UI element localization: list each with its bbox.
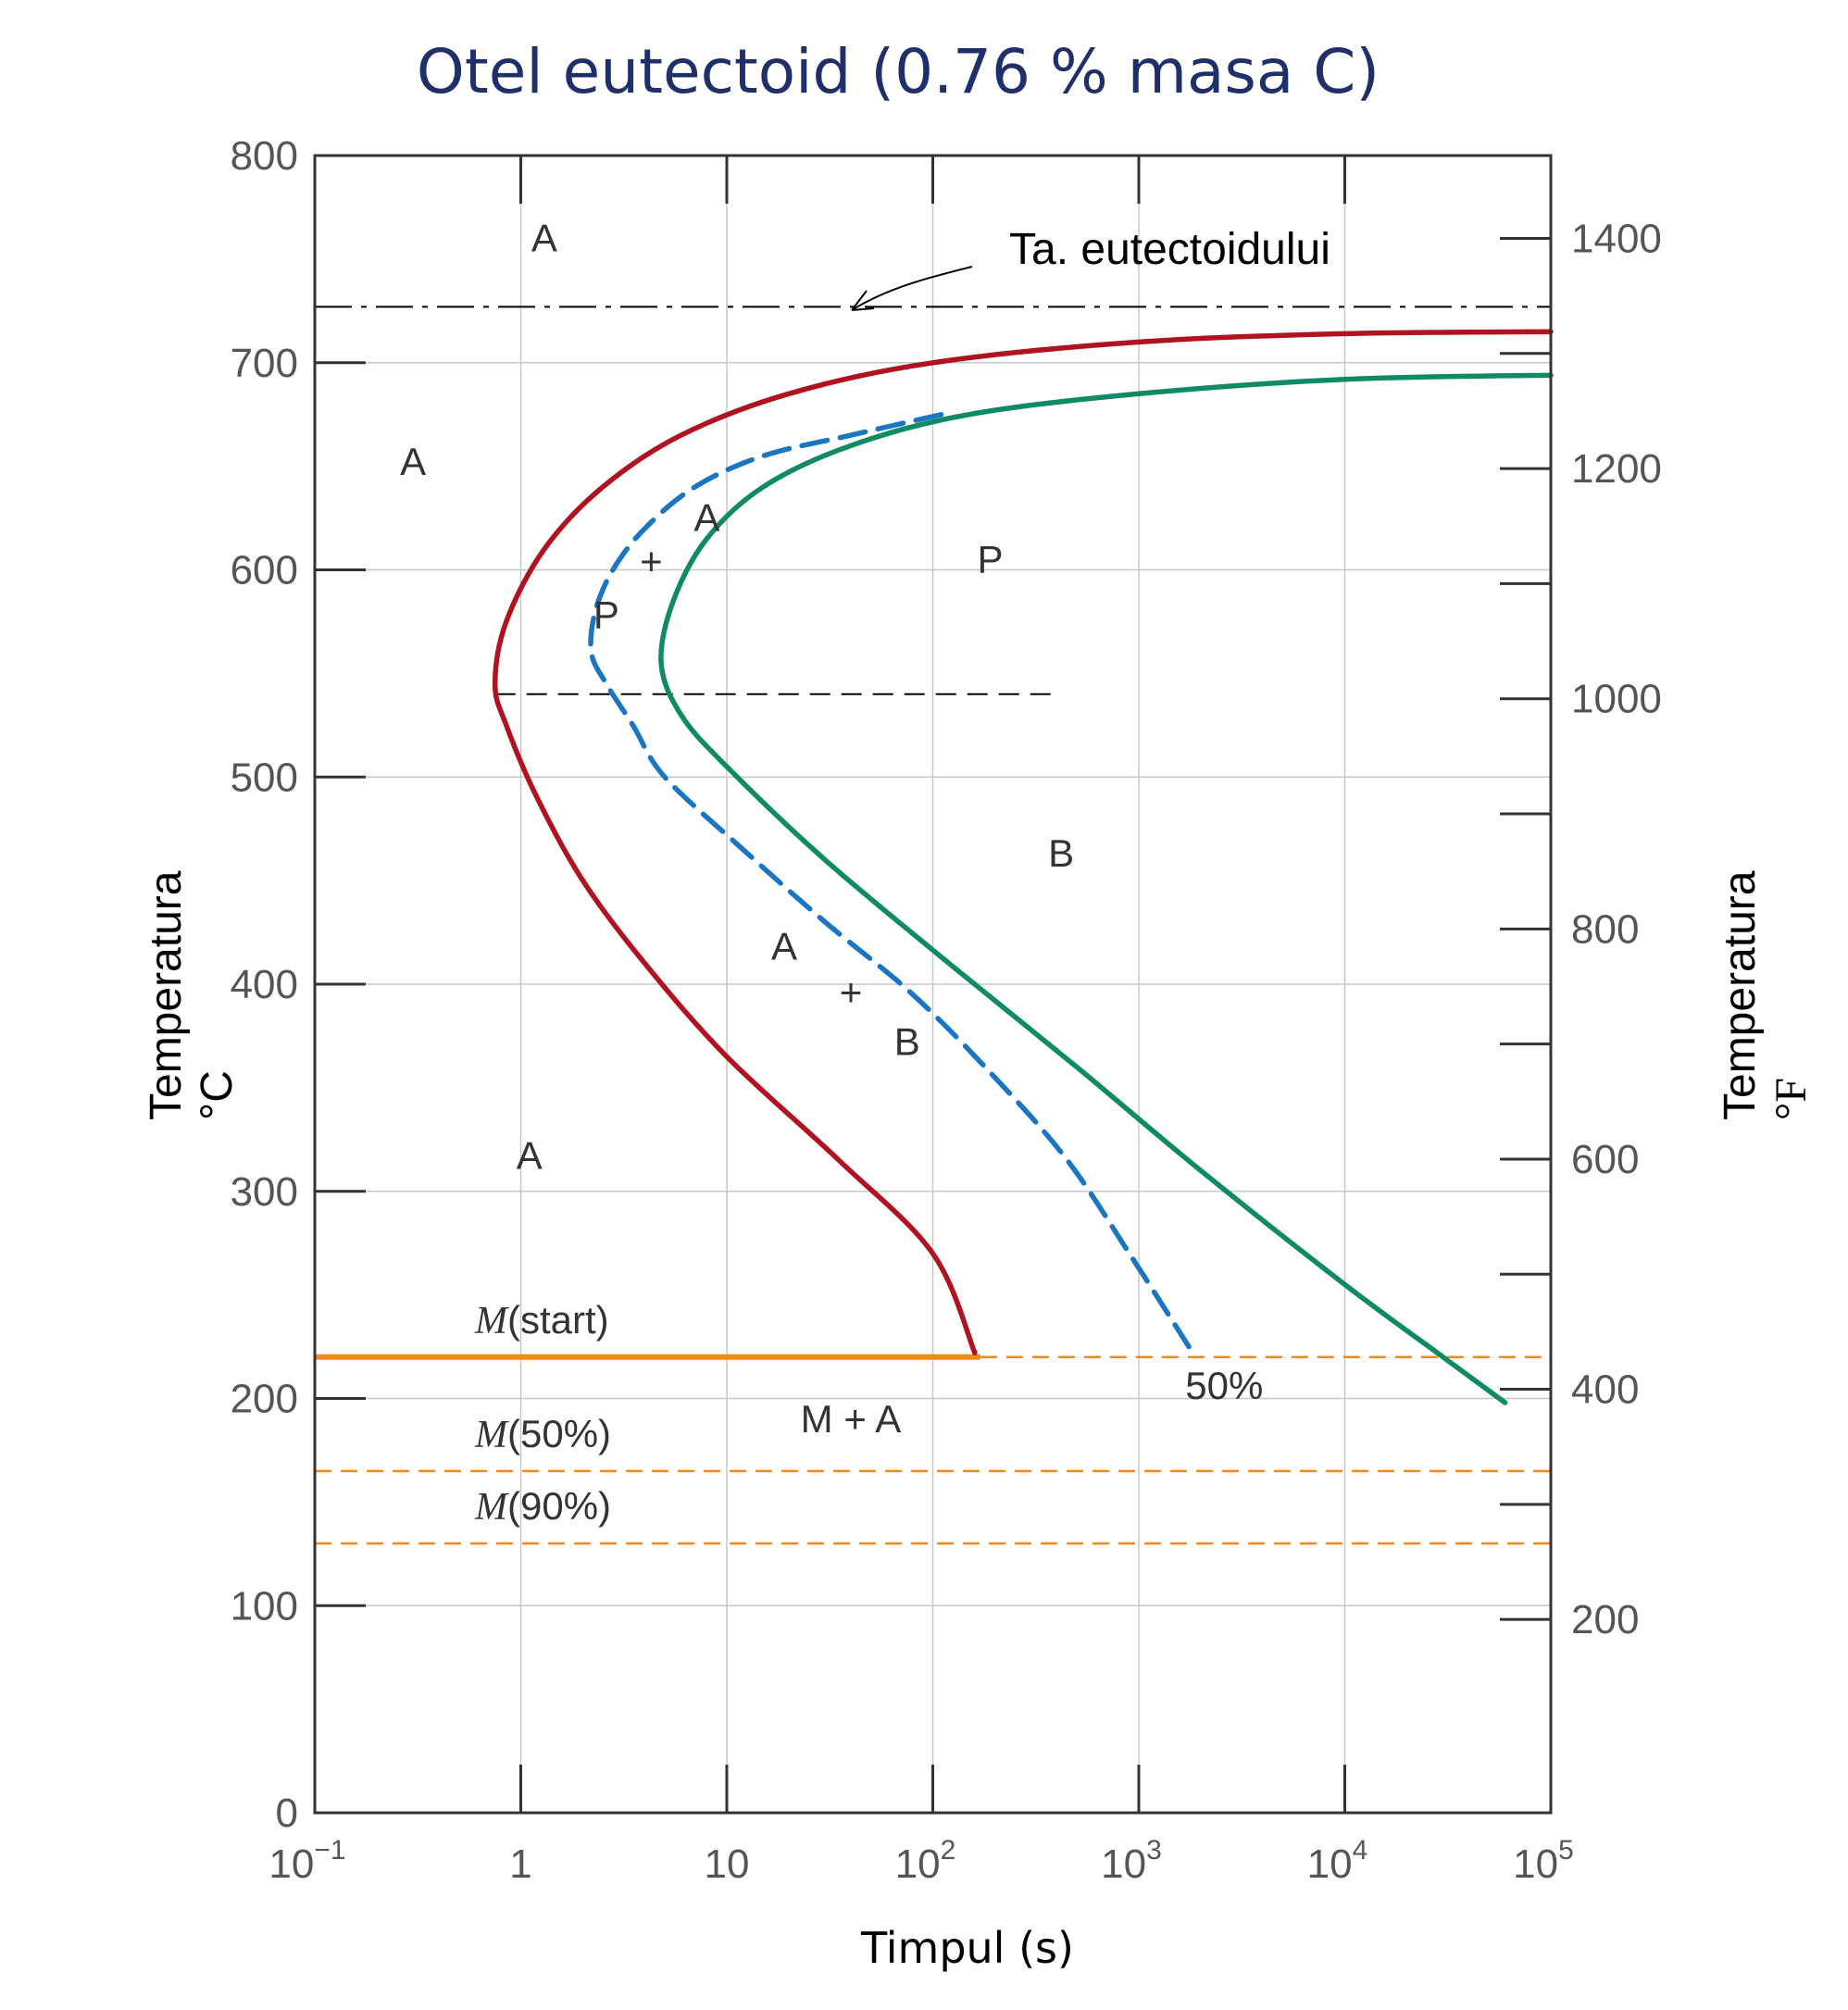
martensite-label: M(90%) [474, 1484, 611, 1529]
eutectoid-arrowhead [851, 290, 875, 311]
x-axis-label: Timpul (s) [860, 1923, 1074, 1973]
tick-marks [313, 154, 1553, 1815]
chart-title: Otel eutectoid (0.76 % masa C) [417, 36, 1380, 107]
martensite-labels: M(start) M(50%) M(90%) [474, 1298, 611, 1529]
y2-tick-label: 800 [1571, 906, 1639, 952]
curve-start [492, 329, 1554, 1356]
curve-50-completion [588, 411, 1192, 1350]
x-tick-label: 10−1 [268, 1835, 345, 1887]
region-label: M + A [801, 1397, 902, 1441]
eutectoid-label: Ta. eutectoidului [1009, 225, 1330, 274]
y2-axis-label: Temperatura [1716, 870, 1765, 1120]
region-labels: A A A A + P P B A + B M + A 50% [400, 217, 1263, 1441]
y2-tick-label: 400 [1571, 1367, 1639, 1413]
x-tick-label: 103 [1101, 1835, 1162, 1887]
y-tick-label: 400 [231, 962, 298, 1007]
y2-tick-label: 1000 [1571, 677, 1662, 722]
martensite-label: M(start) [474, 1298, 609, 1342]
y2-tick-label: 1400 [1571, 217, 1662, 262]
martensite-label: M(50%) [474, 1412, 611, 1456]
x-tick-label: 104 [1307, 1835, 1368, 1887]
y2-tick-labels: 200 400 600 800 1000 1200 1400 [1571, 217, 1662, 1643]
y-axis-label: Temperatura [142, 870, 191, 1120]
y-tick-label: 0 [276, 1791, 298, 1836]
curve-finish [658, 372, 1554, 1405]
x-tick-label: 105 [1513, 1835, 1574, 1887]
eutectoid-arrow [851, 266, 973, 311]
region-label: A [531, 217, 557, 260]
grid [314, 155, 1552, 1814]
region-label: + [640, 540, 663, 583]
y2-tick-label: 600 [1571, 1137, 1639, 1182]
y2-tick-label: 1200 [1571, 446, 1662, 492]
y-tick-label: 500 [231, 755, 298, 800]
y2-axis-unit: °F [1767, 1078, 1816, 1120]
x-tick-label: 102 [895, 1835, 956, 1887]
region-label: A [693, 496, 719, 540]
region-label: A [400, 440, 426, 483]
transformation-curves [492, 329, 1554, 1405]
y2-tick-label: 200 [1571, 1597, 1639, 1642]
region-label: + [840, 970, 863, 1014]
y-tick-label: 300 [231, 1169, 298, 1215]
region-label: B [894, 1020, 920, 1064]
x-tick-label: 1 [509, 1841, 531, 1887]
martensite-lines [315, 1354, 1551, 1545]
y-tick-label: 100 [231, 1583, 298, 1629]
y-tick-labels: 0 100 200 300 400 500 600 700 800 [231, 133, 298, 1836]
region-label: P [978, 537, 1004, 581]
x-tick-label: 10 [705, 1841, 750, 1887]
region-label: B [1048, 831, 1074, 875]
x-tick-labels: 10−1 1 10 102 103 104 105 [268, 1835, 1573, 1887]
y-axis-unit: °C [193, 1070, 242, 1120]
y-tick-label: 200 [231, 1377, 298, 1422]
y-tick-label: 700 [231, 341, 298, 386]
region-label: P [593, 593, 619, 637]
reference-lines [315, 306, 1551, 695]
region-label: 50% [1185, 1364, 1263, 1407]
region-label: A [517, 1134, 543, 1178]
region-label: A [771, 925, 797, 968]
y-tick-label: 800 [231, 133, 298, 179]
y-tick-label: 600 [231, 548, 298, 593]
